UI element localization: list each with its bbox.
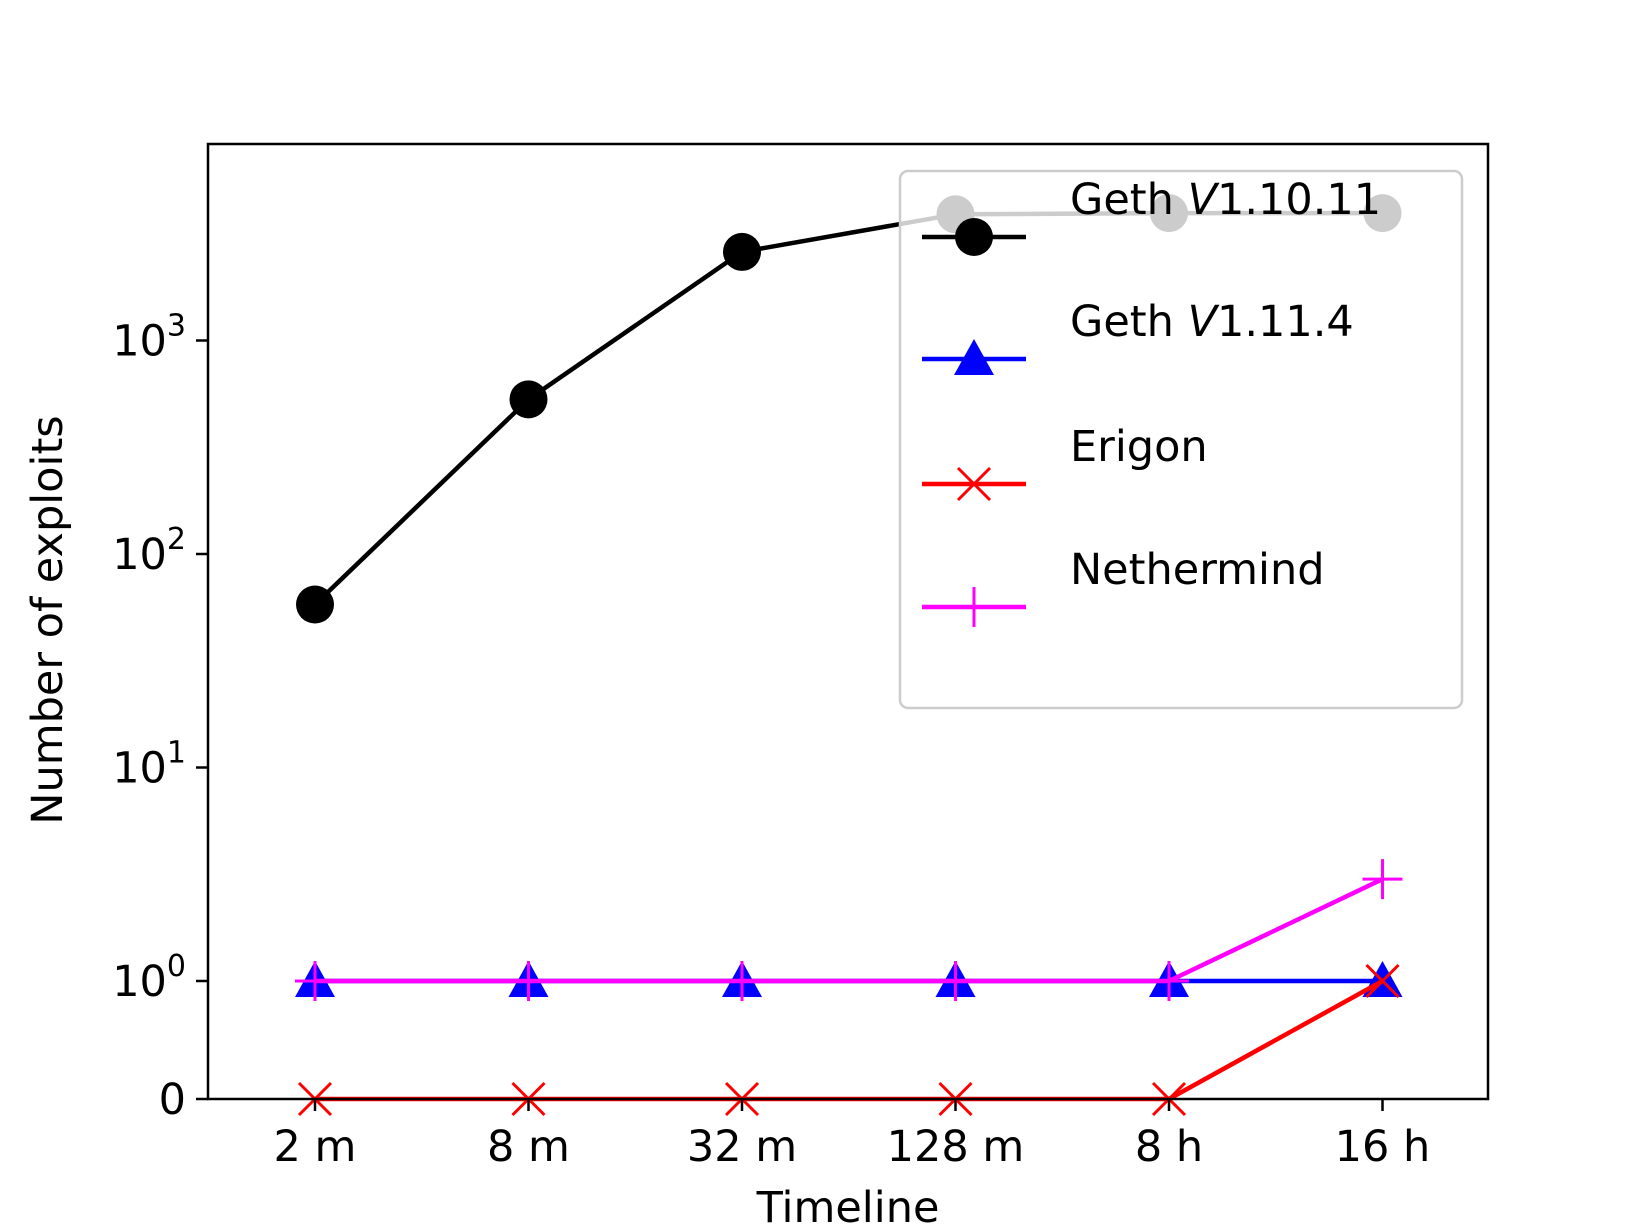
data-point: [722, 961, 762, 1001]
y-tick-label: 100: [112, 949, 186, 1007]
y-axis-label: Number of exploits: [23, 415, 73, 824]
y-tick-exponent: 3: [167, 309, 186, 344]
legend-frame: [898, 169, 1464, 710]
legend-label: Geth V1.10.11: [1070, 175, 1381, 225]
legend-label-name: Geth: [1070, 297, 1188, 347]
legend-label-version: 1.10.11: [1217, 175, 1381, 225]
data-point: [956, 466, 992, 502]
x-tick-label: 8 h: [1135, 1122, 1203, 1172]
data-point: [509, 380, 548, 419]
y-tick-label: 101: [112, 736, 186, 794]
legend-label-version-prefix: V: [1188, 297, 1220, 347]
legend-label-version: 1.11.4: [1217, 297, 1354, 347]
y-tick-label: 103: [112, 309, 186, 367]
x-tick-label: 8 m: [487, 1122, 570, 1172]
data-point: [1362, 859, 1403, 900]
legend-item: Nethermind: [922, 545, 1325, 627]
legend-label-name: Geth: [1070, 175, 1188, 225]
legend-label: Nethermind: [1070, 545, 1325, 595]
x-tick-label: 2 m: [274, 1122, 357, 1172]
y-tick-exponent: 1: [167, 736, 186, 771]
y-tick-label: 0: [159, 1075, 186, 1125]
legend-item: Erigon: [922, 422, 1208, 502]
x-axis-label: Timeline: [756, 1183, 940, 1230]
y-tick-exponent: 0: [167, 949, 186, 984]
y-tick-base: 10: [112, 957, 167, 1007]
y-tick-base: 10: [112, 530, 167, 580]
data-point: [955, 218, 993, 256]
data-point: [935, 961, 976, 1001]
data-point: [954, 587, 994, 627]
data-point: [508, 961, 549, 1001]
legend-label: Erigon: [1070, 422, 1208, 472]
y-tick-base: 0: [159, 1075, 186, 1125]
legend-label-name: Nethermind: [1070, 545, 1325, 595]
y-tick-label: 102: [112, 522, 186, 580]
x-tick-label: 16 h: [1335, 1122, 1431, 1172]
plot-frame: [206, 142, 1490, 1101]
legend-label: Geth V1.11.4: [1070, 297, 1354, 347]
data-point: [1365, 963, 1400, 999]
x-axis: 2 m 8 m 32 m 128 m 8 h 16 h: [274, 1099, 1431, 1172]
series-line: [315, 877, 1384, 984]
legend-item: Geth V1.11.4: [922, 297, 1354, 375]
series-erigon: [297, 963, 1400, 1117]
data-point: [954, 339, 994, 375]
legend-label-version-prefix: V: [1188, 175, 1220, 225]
data-point: [296, 585, 334, 624]
legend-label-name: Erigon: [1070, 422, 1208, 472]
data-point: [1149, 961, 1189, 1001]
x-tick-label: 128 m: [887, 1122, 1025, 1172]
series-nethermind: [295, 859, 1403, 1001]
data-point: [723, 232, 761, 271]
series-line: [315, 979, 1384, 1102]
x-tick-label: 32 m: [687, 1122, 797, 1172]
y-tick-base: 10: [112, 317, 167, 367]
y-tick-base: 10: [112, 744, 167, 794]
legend-item: Geth V1.10.11: [922, 175, 1381, 256]
y-tick-exponent: 2: [167, 522, 186, 557]
data-point: [295, 961, 335, 1001]
